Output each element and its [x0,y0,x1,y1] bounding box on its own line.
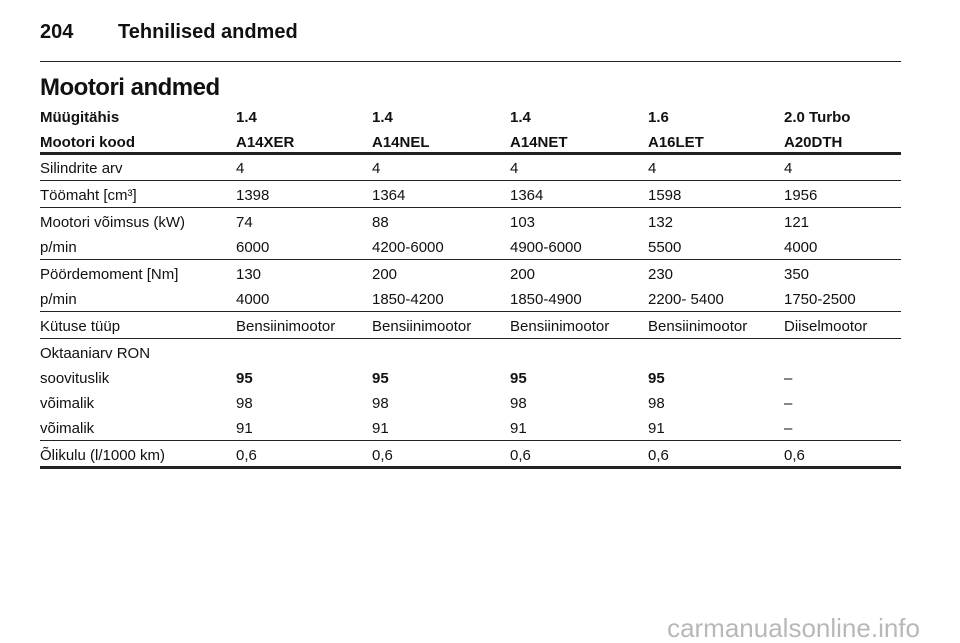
row-label: võimalik [40,395,95,412]
page-header-title: Tehnilised andmed [118,21,298,43]
watermark: carmanualsonline.info [667,613,920,643]
row-label: Töömaht [cm³] [40,187,137,204]
cell: 4 [648,160,657,177]
cell: 91 [510,420,527,437]
row-label: Õlikulu (l/1000 km) [40,447,166,464]
cell: 0,6 [648,447,669,464]
cell: Bensiinimootor [510,318,610,335]
cell: 132 [648,214,674,231]
row-label: Mootori võimsus (kW) [40,214,186,231]
cell: 5500 [648,239,682,256]
cell: 4 [784,160,793,177]
table-rule [40,310,901,312]
cell: 98 [236,395,253,412]
cell: A14XER [236,134,295,151]
cell: 1750-2500 [784,291,856,308]
cell: 91 [236,420,253,437]
cell: 74 [236,214,253,231]
table-rule [40,337,901,339]
cell: 4 [372,160,381,177]
cell: 230 [648,266,674,283]
cell: 95 [236,370,253,387]
header-rule [40,61,901,62]
cell: 1956 [784,187,818,204]
cell: Bensiinimootor [236,318,336,335]
cell: 6000 [236,239,270,256]
cell: 98 [648,395,665,412]
cell: Bensiinimootor [372,318,472,335]
cell: 98 [372,395,389,412]
section-title: Mootori andmed [40,74,220,101]
cell: 2200- 5400 [648,291,724,308]
cell: – [784,420,793,437]
cell: 1398 [236,187,270,204]
cell: 350 [784,266,810,283]
table-rule [40,465,901,469]
row-label: p/min [40,291,77,308]
cell: 1.6 [648,109,669,126]
table-rule [40,151,901,155]
cell: 0,6 [510,447,531,464]
cell: 130 [236,266,262,283]
cell: 0,6 [236,447,257,464]
cell: 200 [372,266,398,283]
row-label: soovituslik [40,370,110,387]
cell: 0,6 [784,447,805,464]
cell: 4000 [236,291,270,308]
cell: 95 [372,370,389,387]
table-rule [40,206,901,208]
cell: 200 [510,266,536,283]
cell: 4900-6000 [510,239,582,256]
row-label: Kütuse tüüp [40,318,121,335]
cell: 4 [510,160,519,177]
cell: 88 [372,214,389,231]
cell: A16LET [648,134,704,151]
cell: 4200-6000 [372,239,444,256]
cell: 95 [648,370,665,387]
row-label: võimalik [40,420,95,437]
cell: 98 [510,395,527,412]
cell: – [784,370,793,387]
table-rule [40,179,901,181]
row-label: Pöördemoment [Nm] [40,266,179,283]
cell: 1364 [372,187,406,204]
cell: 1850-4900 [510,291,582,308]
table-rule [40,258,901,260]
row-label: Müügitähis [40,109,120,126]
cell: Bensiinimootor [648,318,748,335]
cell: 4000 [784,239,818,256]
cell: A20DTH [784,134,843,151]
cell: Diiselmootor [784,318,868,335]
cell: 91 [372,420,389,437]
cell: 1.4 [236,109,257,126]
cell: 103 [510,214,536,231]
cell: 1364 [510,187,544,204]
cell: – [784,395,793,412]
cell: A14NET [510,134,568,151]
row-label: Oktaaniarv RON [40,345,151,362]
page-number: 204 [40,21,74,43]
table-rule [40,439,901,441]
cell: 95 [510,370,527,387]
cell: 1.4 [372,109,393,126]
cell: 1.4 [510,109,531,126]
row-label: Mootori kood [40,134,135,151]
cell: 2.0 Turbo [784,109,851,126]
cell: 4 [236,160,245,177]
cell: 1598 [648,187,682,204]
cell: 1850-4200 [372,291,444,308]
row-label: p/min [40,239,77,256]
cell: 91 [648,420,665,437]
cell: 0,6 [372,447,393,464]
row-label: Silindrite arv [40,160,123,177]
cell: 121 [784,214,810,231]
cell: A14NEL [372,134,430,151]
